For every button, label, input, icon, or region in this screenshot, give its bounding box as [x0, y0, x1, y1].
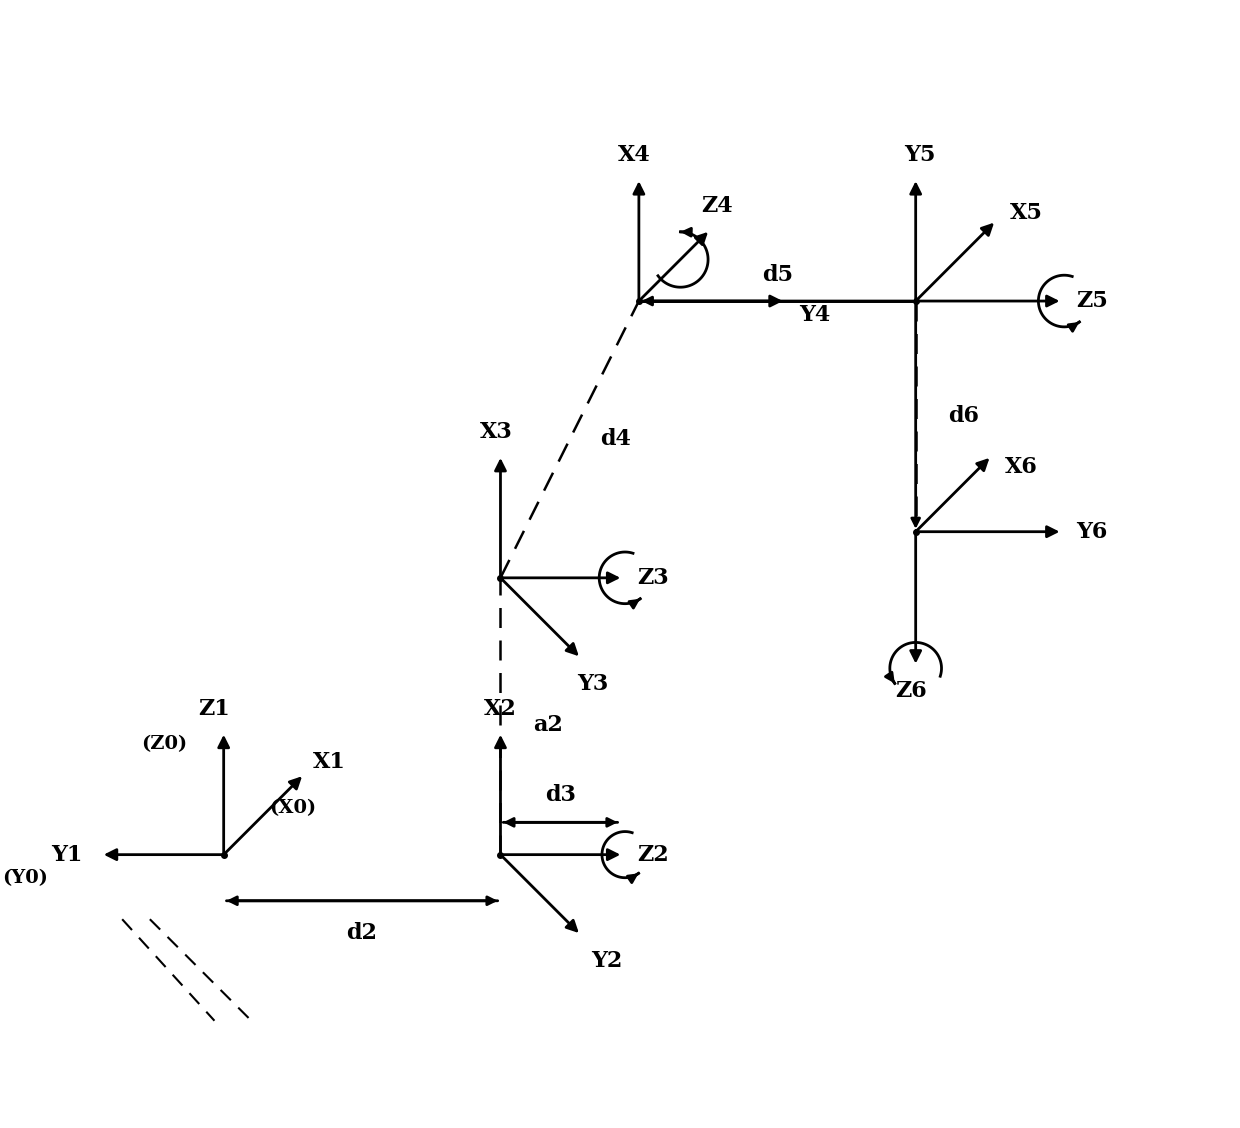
Text: (Y0): (Y0)	[2, 869, 48, 887]
Text: X6: X6	[1006, 456, 1038, 478]
Text: Z6: Z6	[895, 680, 928, 703]
Text: Y4: Y4	[800, 303, 831, 326]
Text: d4: d4	[600, 429, 631, 450]
Text: d3: d3	[546, 784, 575, 805]
Text: d2: d2	[346, 922, 377, 944]
Text: X1: X1	[314, 751, 346, 774]
Text: Z3: Z3	[637, 567, 668, 589]
Text: X3: X3	[480, 421, 512, 443]
Text: Z1: Z1	[198, 698, 231, 720]
Text: X5: X5	[1009, 202, 1043, 224]
Text: (Z0): (Z0)	[140, 735, 187, 752]
Text: Z5: Z5	[1076, 290, 1107, 312]
Text: Z4: Z4	[702, 195, 733, 217]
Text: Y3: Y3	[577, 673, 609, 695]
Text: Y6: Y6	[1076, 521, 1107, 543]
Text: X2: X2	[484, 698, 517, 720]
Text: Y2: Y2	[591, 950, 622, 971]
Text: X4: X4	[618, 144, 651, 166]
Text: (X0): (X0)	[269, 800, 316, 818]
Text: Z2: Z2	[637, 844, 668, 865]
Text: Y5: Y5	[905, 144, 936, 166]
Text: Y1: Y1	[51, 844, 83, 865]
Text: a2: a2	[533, 714, 563, 737]
Text: d5: d5	[761, 264, 792, 287]
Text: d6: d6	[947, 405, 978, 428]
